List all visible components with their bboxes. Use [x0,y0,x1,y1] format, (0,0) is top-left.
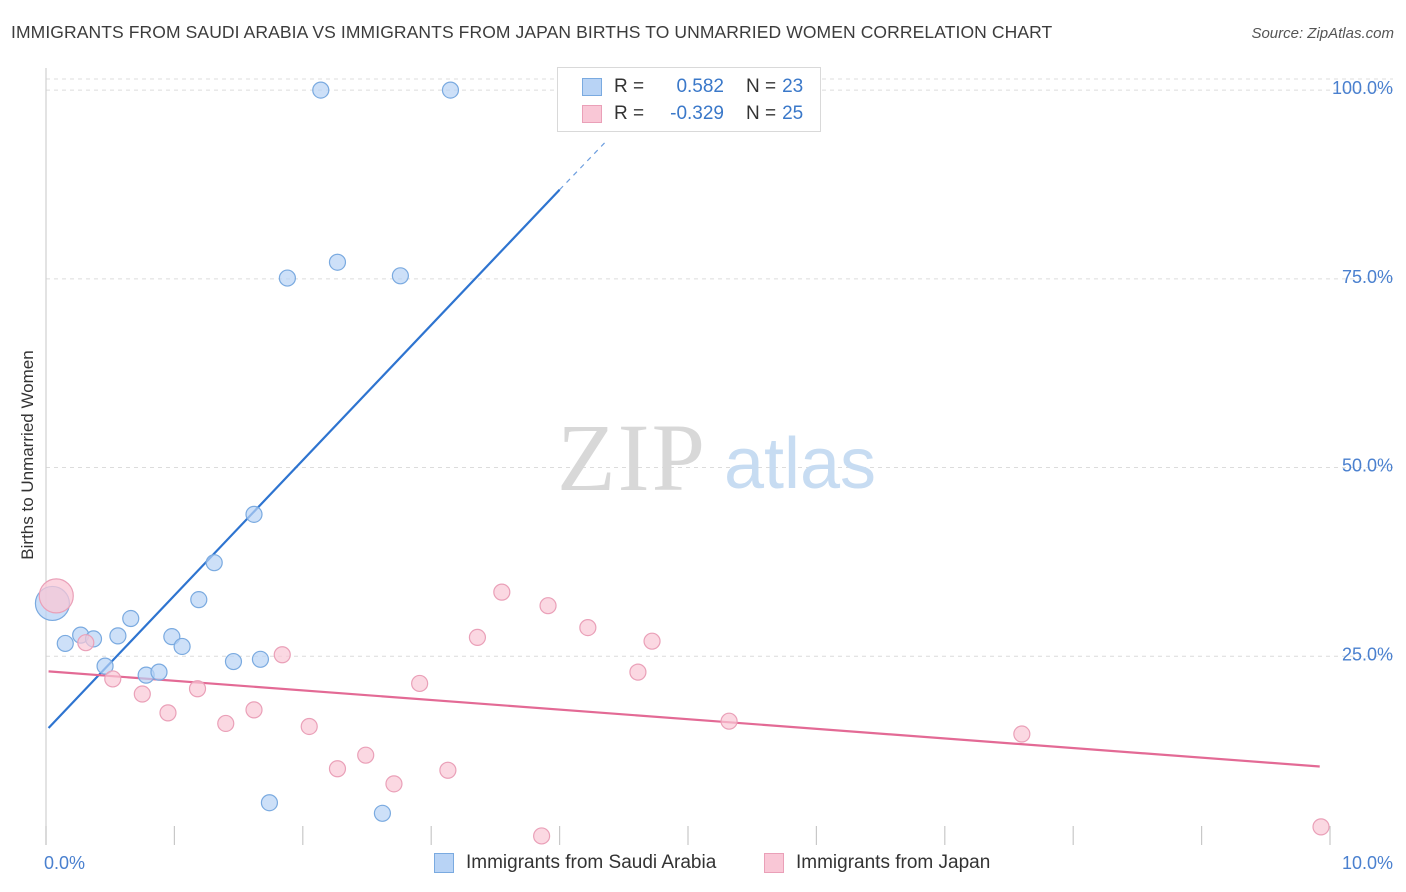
legend-n-value: 25 [782,103,804,124]
point-saudi-arabia [56,634,74,653]
legend-n-label: N = [746,103,777,124]
bottom-legend-label: Immigrants from Saudi Arabia [466,852,717,873]
watermark-atlas: atlas [724,424,876,504]
point-saudi-arabia [122,609,140,628]
point-saudi-arabia [96,657,114,675]
point-japan [720,712,738,730]
point-saudi-arabia [190,591,208,609]
point-japan [300,717,318,736]
point-saudi-arabia [251,650,270,668]
point-saudi-arabia [328,253,347,271]
bottom-legend-label: Immigrants from Japan [796,852,991,873]
point-saudi-arabia [150,663,168,681]
legend-swatch-pink [582,105,602,123]
y-tick-label: 25.0% [1342,644,1393,664]
point-saudi-arabia [391,267,409,285]
point-japan [411,674,429,693]
point-japan [188,680,207,698]
point-japan [539,597,557,615]
point-japan [385,775,403,793]
point-japan [357,746,375,764]
point-saudi-arabia [312,81,330,99]
point-saudi-arabia [205,554,223,572]
point-saudi-arabia [245,505,263,523]
bottom-legend-japan: Immigrants from Japan [764,852,990,874]
point-saudi-arabia [373,804,392,822]
watermark: ZIP atlas [557,404,876,511]
y-axis-label: Births to Unmarried Women [18,350,37,560]
legend-swatch-blue [582,78,602,96]
bottom-legend-swatch-pink [764,853,784,873]
trend-lines [47,142,1320,768]
point-saudi-arabia [441,81,460,99]
gridlines [46,78,1393,657]
legend-n-label: N = [746,76,777,97]
chart-title: IMMIGRANTS FROM SAUDI ARABIA VS IMMIGRAN… [11,22,1053,42]
legend-r-value: -0.329 [670,103,724,124]
trend-line-extension-saudi-arabia [559,142,605,191]
y-tick-label: 50.0% [1342,456,1393,476]
point-japan [245,701,263,719]
point-saudi-arabia [173,637,191,656]
source-label: Source: ZipAtlas.com [1251,25,1394,42]
x-tick-label: 10.0% [1342,853,1393,873]
point-japan [1312,818,1330,836]
trend-line-saudi-arabia [47,188,561,729]
bottom-legend-saudi-arabia: Immigrants from Saudi Arabia [434,852,716,874]
point-japan [468,628,487,647]
point-japan [217,714,235,733]
correlation-legend: R = 0.582 N = 23 R = -0.329 N = 25 [557,67,821,132]
axes [45,68,1331,845]
tick-labels: 25.0% 50.0% 75.0% 100.0% 0.0% 10.0% [44,78,1393,873]
point-japan [38,578,74,614]
watermark-zip: ZIP [557,404,707,511]
point-japan [579,618,597,637]
legend-r-value: 0.582 [676,76,724,97]
trend-line-japan [48,670,1320,768]
point-saudi-arabia [260,794,279,812]
point-japan [77,634,95,652]
point-japan [104,670,122,688]
point-saudi-arabia [109,627,127,645]
point-japan [1013,725,1031,743]
data-points [34,81,1330,845]
point-japan [643,632,661,650]
point-japan [493,583,511,601]
point-saudi-arabia [224,652,243,671]
legend-r-label: R = [614,103,645,124]
y-tick-label: 75.0% [1342,267,1393,287]
point-japan [159,704,177,722]
legend-r-label: R = [614,76,645,97]
point-japan [629,663,647,681]
point-japan [273,646,291,664]
x-tick-label: 0.0% [44,853,85,873]
point-japan [328,760,347,778]
legend-row-saudi-arabia: R = 0.582 N = 23 [582,76,803,98]
legend-n-value: 23 [782,76,804,97]
point-japan [439,761,457,779]
point-saudi-arabia [278,269,296,287]
point-japan [533,827,551,845]
bottom-legend-swatch-blue [434,853,454,873]
legend-row-japan: R = -0.329 N = 25 [582,103,803,125]
point-japan [133,685,151,703]
y-tick-label: 100.0% [1332,78,1393,98]
